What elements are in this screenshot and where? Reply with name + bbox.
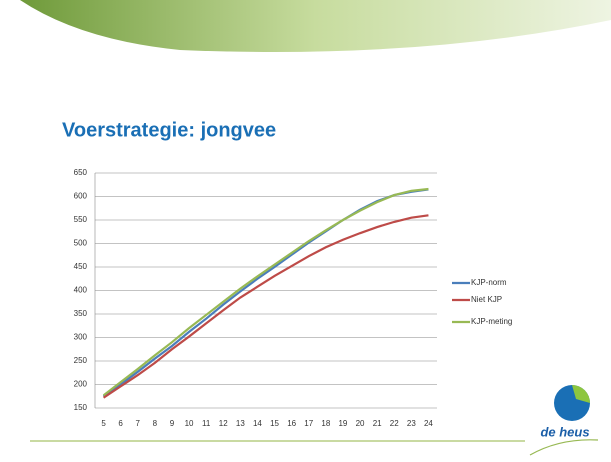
x-tick-label: 9	[170, 419, 175, 428]
x-tick-label: 16	[287, 419, 296, 428]
y-tick-label: 450	[74, 262, 88, 271]
x-tick-label: 12	[219, 419, 228, 428]
x-tick-label: 13	[236, 419, 245, 428]
x-tick-label: 5	[101, 419, 106, 428]
x-tick-label: 6	[118, 419, 123, 428]
x-tick-label: 23	[407, 419, 416, 428]
legend-label: KJP-norm	[471, 278, 507, 287]
y-tick-label: 600	[74, 192, 88, 201]
slide-title: Voerstrategie: jongvee	[62, 119, 276, 141]
legend-label: Niet KJP	[471, 295, 502, 304]
x-tick-label: 21	[373, 419, 382, 428]
x-tick-label: 19	[338, 419, 347, 428]
x-tick-label: 18	[321, 419, 330, 428]
series-line	[104, 215, 429, 397]
y-tick-label: 200	[74, 380, 88, 389]
x-tick-label: 22	[390, 419, 399, 428]
y-tick-label: 350	[74, 309, 88, 318]
x-tick-label: 24	[424, 419, 433, 428]
y-tick-label: 250	[74, 356, 88, 365]
y-tick-label: 400	[74, 286, 88, 295]
x-tick-label: 15	[270, 419, 279, 428]
y-tick-label: 150	[74, 403, 88, 412]
footer-swoosh	[530, 440, 598, 455]
x-tick-label: 14	[253, 419, 262, 428]
y-tick-label: 550	[74, 215, 88, 224]
logo-text: de heus	[540, 424, 589, 439]
slide: de heus Voerstrategie: jongvee 150 200 250…	[0, 0, 611, 462]
x-tick-label: 17	[304, 419, 313, 428]
y-tick-label: 650	[74, 168, 88, 177]
chart: 150 200 250 300 350 400 450 500 550 600 650 5 6 7 8 9 10…	[74, 168, 513, 428]
x-tick-label: 10	[185, 419, 194, 428]
x-tick-label: 8	[153, 419, 158, 428]
x-tick-label: 7	[136, 419, 141, 428]
y-tick-label: 300	[74, 333, 88, 342]
legend-label: KJP-meting	[471, 317, 512, 326]
header-decoration	[20, 0, 611, 52]
x-tick-label: 11	[202, 419, 211, 428]
y-tick-label: 500	[74, 239, 88, 248]
x-tick-label: 20	[356, 419, 365, 428]
